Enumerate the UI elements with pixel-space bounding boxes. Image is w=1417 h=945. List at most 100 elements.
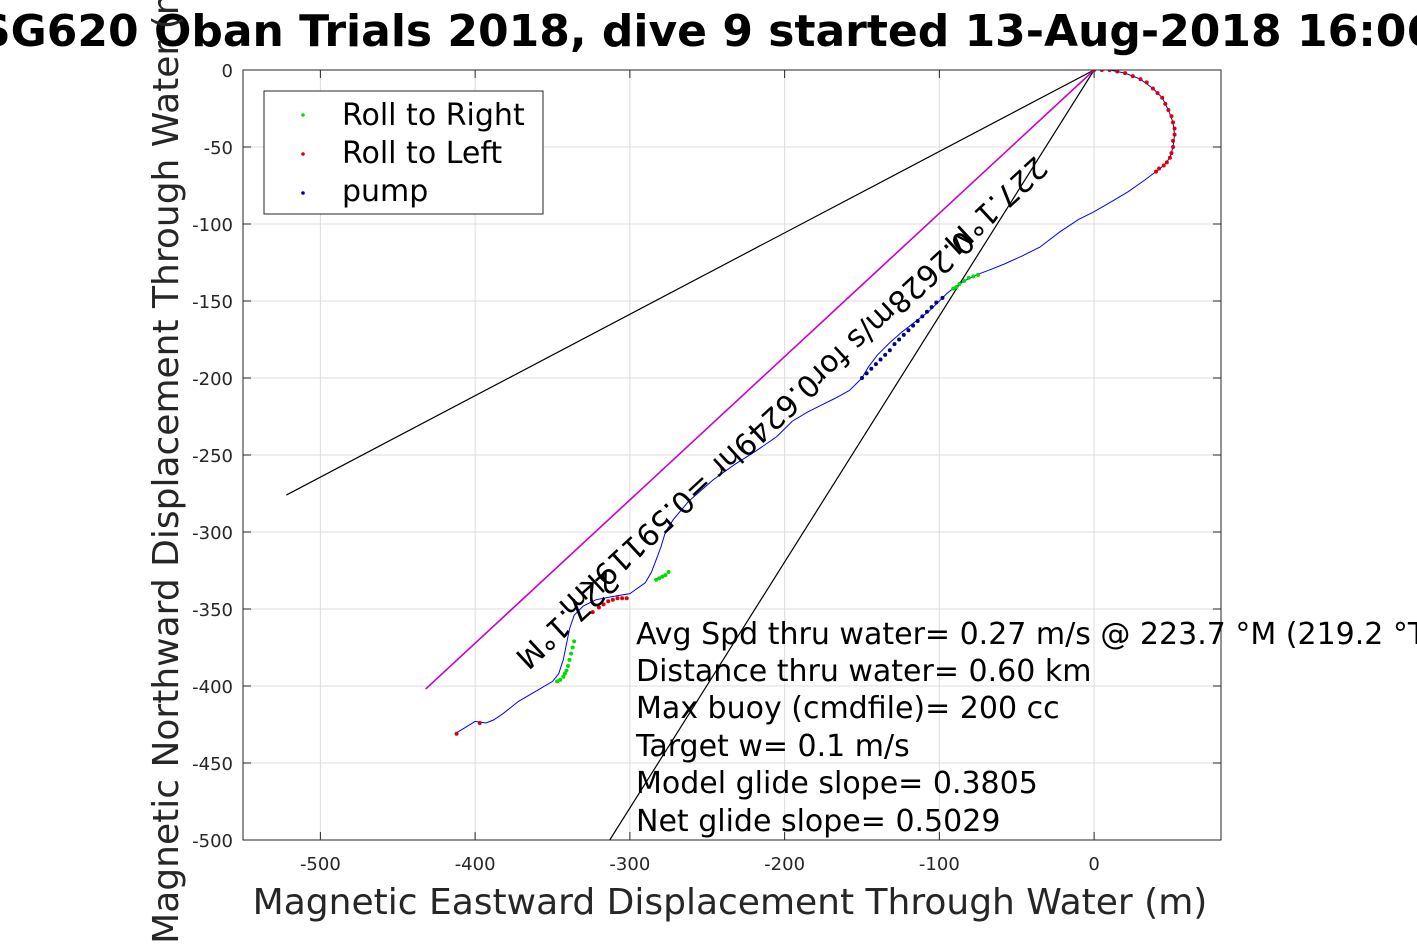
roll-left-point (1166, 108, 1171, 113)
roll-right-point (569, 651, 574, 656)
x-tick-label: 0 (1088, 854, 1099, 875)
roll-left-point (601, 602, 606, 607)
roll-left-point (1171, 145, 1176, 149)
reference-lines (286, 70, 1095, 840)
legend-marker-pump (301, 191, 305, 195)
legend-label-roll-right: Roll to Right (342, 98, 525, 133)
pump-point (940, 295, 945, 300)
roll-right-point (562, 671, 567, 676)
roll-left-point (1172, 132, 1177, 137)
legend-marker-roll-left (301, 152, 305, 156)
annotation-model-glide: Model glide slope= 0.3805 (636, 766, 1038, 801)
roll-right-point (570, 645, 575, 650)
y-tick-label: -400 (192, 677, 233, 698)
legend-label-roll-left: Roll to Left (342, 136, 502, 171)
roll-left-point (1130, 74, 1135, 79)
roll-right-point (654, 577, 659, 582)
y-tick-label: -500 (192, 831, 233, 852)
legend-marker-roll-right (301, 113, 305, 117)
roll-right-point (555, 679, 560, 684)
x-tick-label: -400 (455, 854, 496, 875)
roll-left-point (1138, 77, 1143, 82)
roll-right-point (572, 639, 577, 644)
x-tick-label: -300 (609, 854, 650, 875)
roll-left-point (1123, 71, 1128, 76)
roll-left-point (1169, 114, 1174, 119)
roll-left-point (1163, 101, 1168, 106)
roll-left-point (1164, 160, 1169, 165)
roll-left-point (590, 610, 595, 615)
roll-left-point (1144, 80, 1149, 85)
pump-point (859, 376, 864, 380)
y-tick-label: -350 (192, 600, 233, 621)
roll-right-point (660, 574, 665, 579)
roll-left-point (1155, 91, 1160, 96)
pump-point (915, 319, 920, 324)
pump-point (911, 323, 916, 328)
pump-point (878, 357, 883, 362)
roll-right-point (558, 677, 563, 682)
annotation-avg-speed: Avg Spd thru water= 0.27 m/s @ 223.7 °M … (636, 617, 1417, 652)
pump-point (901, 332, 906, 337)
roll-left-point (454, 731, 459, 736)
roll-left-point (1171, 120, 1176, 125)
roll-right-point (561, 674, 566, 679)
pump-point (906, 328, 911, 333)
roll-left-point (610, 597, 615, 602)
pump-point (934, 300, 939, 305)
roll-left-point (1161, 163, 1166, 168)
x-tick-label: -100 (919, 854, 960, 875)
pump-point (920, 314, 925, 319)
chart-title: SG620 Oban Trials 2018, dive 9 started 1… (0, 6, 1417, 57)
annotation-max-buoy: Max buoy (cmdfile)= 200 cc (636, 691, 1060, 726)
roll-right-point (966, 275, 971, 280)
legend-label-pump: pump (342, 174, 428, 209)
roll-right-point (567, 657, 572, 662)
axes-box (242, 69, 1222, 841)
annotation-block: Avg Spd thru water= 0.27 m/s @ 223.7 °M … (635, 617, 1417, 839)
roll-left-point (1167, 155, 1172, 160)
pump-point (924, 309, 929, 314)
annotation-net-glide: Net glide slope= 0.5029 (636, 804, 1000, 839)
legend: Roll to Right Roll to Left pump (263, 90, 544, 215)
annotation-distance: Distance thru water= 0.60 km (636, 654, 1091, 689)
roll-left-point (1169, 151, 1174, 156)
annotation-target-w: Target w= 0.1 m/s (635, 729, 910, 764)
pump-point (883, 352, 888, 357)
y-tick-label: -100 (192, 215, 233, 236)
y-tick-label: -250 (192, 446, 233, 467)
roll-left-point (1157, 166, 1162, 171)
roll-left-point (1160, 95, 1165, 100)
roll-right-point (951, 286, 956, 291)
roll-left-point (1171, 138, 1176, 143)
roll-left-point (620, 596, 625, 601)
roll-right-point (976, 272, 981, 277)
roll-right-point (957, 282, 962, 287)
roll-right-point (954, 285, 959, 290)
roll-left-point (1154, 169, 1159, 174)
roll-left-point (477, 720, 482, 725)
y-tick-label: -450 (192, 754, 233, 775)
roll-left-point (596, 605, 601, 610)
y-tick-label: -200 (192, 369, 233, 390)
roll-right-point (663, 573, 668, 578)
pump-point (864, 371, 869, 376)
roll-left-point (615, 596, 620, 601)
heading-line (425, 70, 1095, 690)
roll-left-point (606, 599, 611, 604)
pump-point (887, 348, 892, 353)
y-tick-label: -150 (192, 292, 233, 313)
glide-cone-line (286, 70, 1095, 496)
pump-point (897, 337, 902, 342)
x-tick-label: -200 (764, 854, 805, 875)
roll-right-point (565, 663, 570, 668)
roll-left-point (1172, 126, 1177, 131)
pump-point (929, 305, 934, 310)
roll-right-point (962, 278, 967, 283)
y-tick-label: -300 (192, 523, 233, 544)
roll-left-point (1115, 70, 1120, 74)
roll-left-point (624, 596, 629, 601)
roll-right-point (666, 570, 671, 575)
marker-layer (454, 70, 1177, 736)
